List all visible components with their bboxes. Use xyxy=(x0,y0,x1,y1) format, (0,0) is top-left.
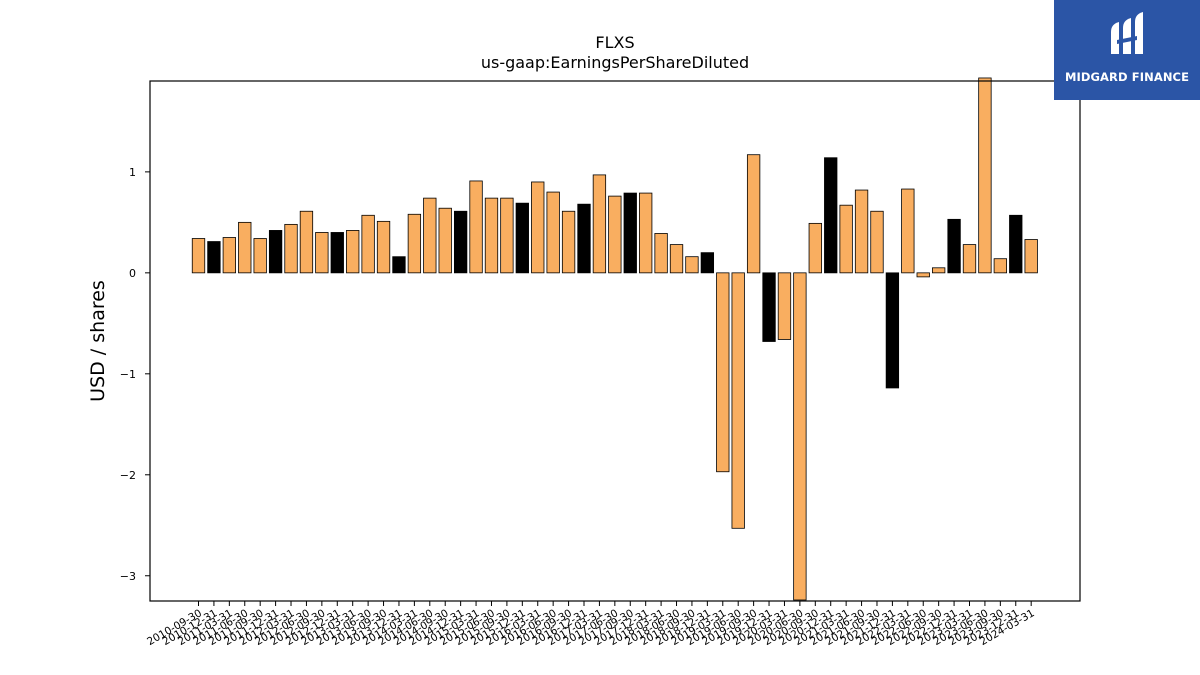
bar-2015-06-30 xyxy=(484,197,499,274)
bar-2020-06-30 xyxy=(793,272,807,601)
y-tick-label: −2 xyxy=(120,469,136,482)
bar-2018-03-31 xyxy=(654,233,668,274)
bar-2010-09-30 xyxy=(191,238,206,274)
bar-2021-12-31 xyxy=(885,272,900,389)
chart-title: FLXS xyxy=(595,33,634,52)
bar-2016-06-30 xyxy=(546,191,560,274)
midgard-finance-logo: MIDGARD FINANCE xyxy=(1054,0,1200,100)
bar-2011-09-30 xyxy=(253,238,267,274)
bar-2021-06-30 xyxy=(854,189,869,274)
bar-2019-12-31 xyxy=(762,272,776,342)
y-tick-label: −1 xyxy=(120,368,136,381)
bar-2012-06-30 xyxy=(299,210,314,274)
bar-2022-03-31 xyxy=(901,188,915,274)
midgard-logo-icon xyxy=(1111,12,1143,54)
bar-2024-03-31 xyxy=(1024,239,1038,274)
bar-2016-03-31 xyxy=(531,181,545,274)
bar-2017-12-31 xyxy=(639,192,653,274)
bar-2012-09-30 xyxy=(315,232,329,274)
plot-area-frame xyxy=(149,80,1081,602)
bar-2013-12-31 xyxy=(392,256,406,274)
bar-2018-06-30 xyxy=(669,244,684,274)
bar-2011-03-31 xyxy=(222,237,236,274)
bar-2022-09-30 xyxy=(932,267,946,274)
bar-2018-09-30 xyxy=(685,256,699,274)
bar-2016-12-31 xyxy=(577,203,591,274)
bar-2021-03-31 xyxy=(839,204,853,274)
bar-2013-09-30 xyxy=(376,220,391,274)
bar-2014-12-31 xyxy=(453,210,468,274)
bar-2013-06-30 xyxy=(361,214,375,274)
bar-2019-09-30 xyxy=(746,154,761,274)
x-axis-ticks: 2010-09-302010-12-312011-03-312011-06-30… xyxy=(145,601,1037,648)
y-tick-label: 0 xyxy=(129,267,136,280)
bar-2016-09-30 xyxy=(561,210,576,274)
bar-2014-09-30 xyxy=(438,207,452,274)
bar-2019-03-31 xyxy=(716,272,730,473)
bar-2012-03-31 xyxy=(284,223,298,274)
bar-2015-03-31 xyxy=(469,180,483,274)
bar-2015-12-31 xyxy=(515,202,529,274)
bar-2014-03-31 xyxy=(407,213,422,274)
chart-subtitle: us-gaap:EarningsPerShareDiluted xyxy=(481,53,749,72)
bar-2020-12-31 xyxy=(824,157,838,274)
bar-2010-12-31 xyxy=(207,241,221,274)
bar-2015-09-30 xyxy=(500,197,514,274)
bar-2023-03-31 xyxy=(962,244,977,274)
bar-2023-12-31 xyxy=(1009,214,1023,274)
bar-2018-12-31 xyxy=(700,252,715,274)
bar-2022-12-31 xyxy=(947,218,961,274)
bar-2017-09-30 xyxy=(623,192,637,274)
y-axis-label: USD / shares xyxy=(87,280,109,402)
bar-2014-06-30 xyxy=(423,197,437,274)
bar-2017-06-30 xyxy=(608,195,622,274)
bar-2021-09-30 xyxy=(870,210,884,274)
brand-name: MIDGARD FINANCE xyxy=(1064,70,1190,84)
y-tick-label: 1 xyxy=(129,166,136,179)
bar-2022-06-30 xyxy=(916,272,930,278)
bar-2020-03-31 xyxy=(777,272,792,340)
y-axis-ticks: 1 0 −1 −2 −3 xyxy=(120,166,150,583)
bar-2012-12-31 xyxy=(330,232,344,274)
bar-2011-06-30 xyxy=(238,221,252,274)
y-tick-label: −3 xyxy=(120,570,136,583)
bar-2013-03-31 xyxy=(346,230,360,274)
bar-2011-12-31 xyxy=(268,230,283,274)
bar-2019-06-30 xyxy=(731,272,745,529)
bar-2017-03-31 xyxy=(592,174,607,274)
bar-2023-06-30 xyxy=(978,77,992,274)
bars-group xyxy=(191,77,1038,601)
bar-2020-09-30 xyxy=(808,222,822,274)
bar-2023-09-30 xyxy=(993,258,1007,274)
